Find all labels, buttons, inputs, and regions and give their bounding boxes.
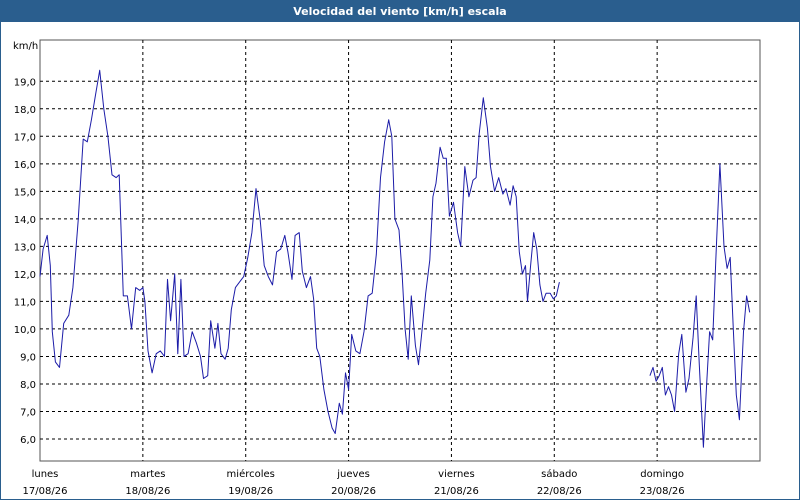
y-tick-label: 11,0 <box>14 297 36 308</box>
y-tick-label: 18,0 <box>14 105 36 116</box>
y-tick-label: 7,0 <box>20 407 36 418</box>
grid-lines <box>40 40 760 461</box>
wind-speed-series-line <box>39 69 560 434</box>
y-tick-label: 15,0 <box>14 187 36 198</box>
x-tick-date: 22/08/26 <box>537 486 582 497</box>
y-tick-label: 14,0 <box>14 215 36 226</box>
y-tick-label: 16,0 <box>14 160 36 171</box>
x-tick-date: 17/08/26 <box>23 486 68 497</box>
series-layer <box>39 69 751 448</box>
x-tick-weekday: sábado <box>541 468 577 480</box>
x-tick-weekday: viernes <box>438 469 474 480</box>
y-tick-label: 13,0 <box>14 242 36 253</box>
chart-title: Velocidad del viento [km/h] escala <box>1 1 799 22</box>
x-tick-weekday: lunes <box>32 469 59 480</box>
y-tick-label: 10,0 <box>14 325 36 336</box>
y-axis-ticks: 6,0 7,0 8,0 9,0 10,0 11,0 12,0 13,0 14,0 15,0 16,0… <box>14 77 36 446</box>
x-tick-date: 21/08/26 <box>434 486 479 497</box>
y-tick-label: 9,0 <box>20 352 36 363</box>
x-tick-weekday: jueves <box>336 469 370 480</box>
y-tick-label: 6,0 <box>20 435 36 446</box>
x-tick-date: 23/08/26 <box>640 486 685 497</box>
y-tick-label: 17,0 <box>14 132 36 143</box>
y-tick-label: 8,0 <box>20 380 36 391</box>
y-tick-label: 12,0 <box>14 270 36 281</box>
x-tick-weekday: miércoles <box>227 468 275 480</box>
x-tick-date: 19/08/26 <box>228 486 273 497</box>
y-axis-unit-label: km/h <box>13 41 38 52</box>
y-tick-label: 19,0 <box>14 77 36 88</box>
x-tick-date: 20/08/26 <box>331 486 376 497</box>
x-tick-weekday: martes <box>130 469 165 480</box>
wind-speed-series-line <box>649 163 751 448</box>
x-tick-date: 18/08/26 <box>125 486 170 497</box>
x-tick-weekday: domingo <box>640 469 684 480</box>
x-axis-ticks: lunes 17/08/26 martes 18/08/26 miércoles 19/0… <box>23 468 685 497</box>
